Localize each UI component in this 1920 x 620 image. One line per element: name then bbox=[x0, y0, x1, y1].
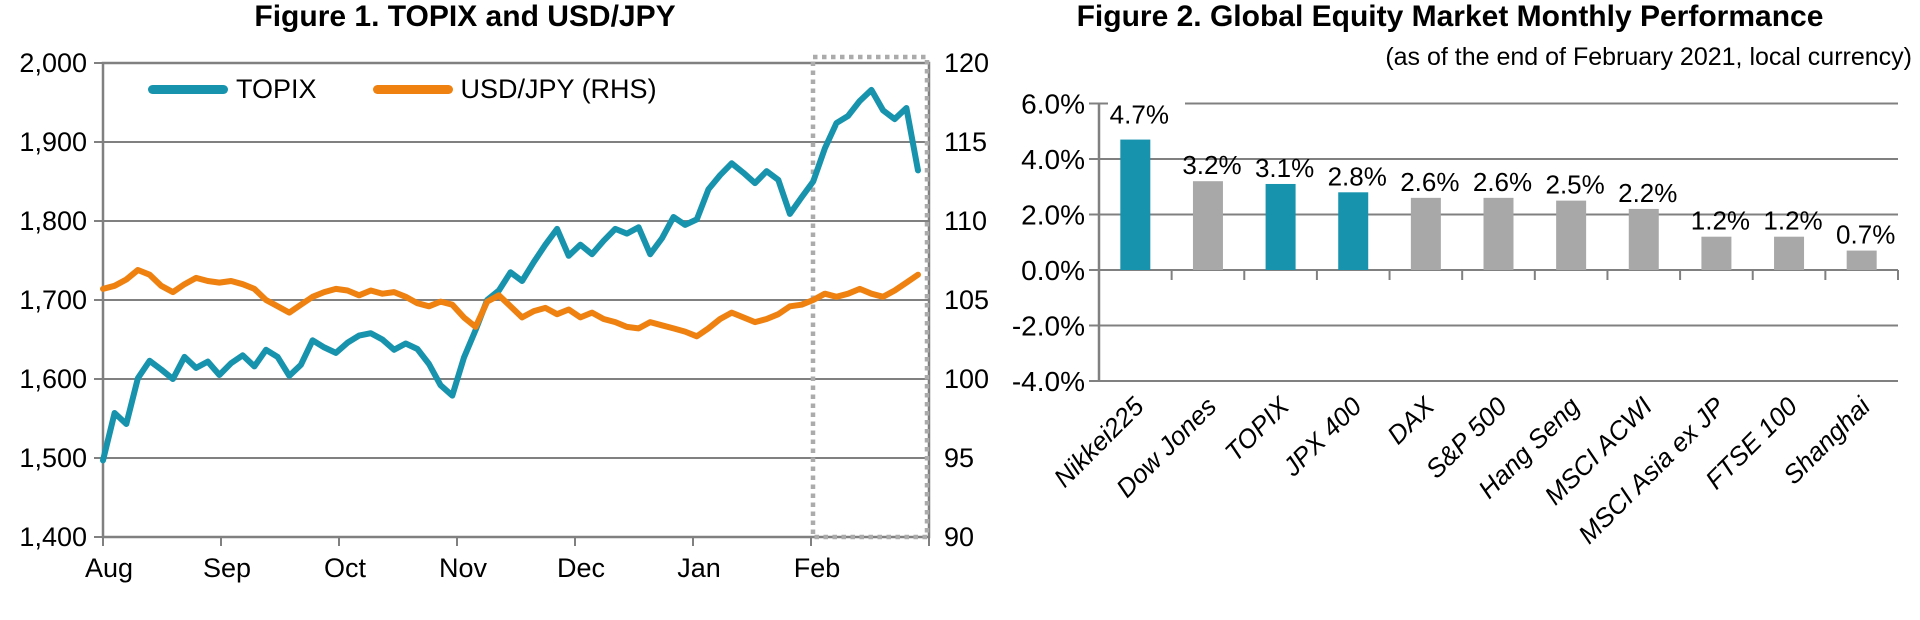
bar-value-label-jpx-400: 2.8% bbox=[1328, 161, 1387, 191]
y-left-tick-label: 1,900 bbox=[19, 127, 87, 157]
y-right-tick-label: 90 bbox=[944, 522, 974, 552]
bar-value-label-ftse-100: 1.2% bbox=[1763, 206, 1822, 236]
y-tick-label: -4.0% bbox=[1012, 366, 1085, 397]
x-tick-label: Jan bbox=[677, 553, 721, 583]
bar-value-label-topix: 3.1% bbox=[1255, 153, 1314, 183]
y-right-tick-label: 115 bbox=[944, 127, 987, 157]
figure1-legend: TOPIX USD/JPY (RHS) bbox=[148, 74, 657, 104]
topix-legend-label: TOPIX bbox=[236, 74, 317, 104]
y-tick-label: -2.0% bbox=[1012, 311, 1085, 342]
bar-value-label-shanghai: 0.7% bbox=[1836, 220, 1895, 250]
bar-value-label-nikkei225: 4.7% bbox=[1110, 100, 1169, 130]
bar-msci-acwi bbox=[1628, 208, 1659, 270]
y-right-tick-label: 95 bbox=[944, 443, 974, 473]
bar-dax bbox=[1410, 197, 1441, 270]
x-tick-label: Dec bbox=[557, 553, 605, 583]
plot-border bbox=[101, 61, 931, 539]
usd-jpy-rhs-line bbox=[100, 267, 921, 340]
y-tick-label: 6.0% bbox=[1021, 89, 1085, 120]
bar-value-label-msci-asia-ex-jp: 1.2% bbox=[1691, 206, 1750, 236]
y-left-tick-label: 1,400 bbox=[19, 522, 87, 552]
bar-value-label-dow-jones: 3.2% bbox=[1182, 150, 1241, 180]
y-left-tick-label: 1,700 bbox=[19, 285, 87, 315]
y-right-tick-label: 110 bbox=[944, 206, 987, 236]
bar-hang-seng bbox=[1556, 200, 1587, 270]
legend-item-usdjpy: USD/JPY (RHS) bbox=[372, 74, 657, 104]
y-right-tick-label: 120 bbox=[944, 48, 989, 78]
y-left-tick-label: 1,600 bbox=[19, 364, 87, 394]
legend-item-topix: TOPIX bbox=[148, 74, 317, 104]
x-tick-label: Feb bbox=[794, 553, 841, 583]
bar-dow-jones bbox=[1192, 181, 1223, 270]
bar-topix bbox=[1265, 183, 1296, 270]
x-tick-label: Sep bbox=[203, 553, 251, 583]
bar-value-label-msci-acwi: 2.2% bbox=[1618, 178, 1677, 208]
figure2-plot-area: 6.0%4.0%2.0%0.0%-2.0%-4.0%4.7%Nikkei2253… bbox=[1012, 89, 1899, 549]
figure2-subtitle: (as of the end of February 2021, local c… bbox=[1385, 43, 1912, 71]
bar-value-label-hang-seng: 2.5% bbox=[1546, 170, 1605, 200]
usdjpy-legend-label: USD/JPY (RHS) bbox=[460, 74, 657, 104]
y-left-tick-label: 1,800 bbox=[19, 206, 87, 236]
bar-shanghai bbox=[1846, 250, 1877, 270]
y-tick-label: 0.0% bbox=[1021, 255, 1085, 286]
y-tick-label: 4.0% bbox=[1021, 144, 1085, 175]
x-tick-label: Oct bbox=[324, 553, 367, 583]
y-tick-label: 2.0% bbox=[1021, 200, 1085, 231]
bar-nikkei225 bbox=[1120, 139, 1151, 270]
figure1-title: Figure 1. TOPIX and USD/JPY bbox=[254, 0, 676, 33]
figure2-global-equity-chart: 6.0% 4.0% 2.0% 0.0% -2.0% -4.0% 4.7% Nikkei225 3… bbox=[1010, 0, 1920, 620]
figure2-title: Figure 2. Global Equity Market Monthly P… bbox=[1076, 0, 1824, 33]
bar-ftse-100 bbox=[1774, 236, 1805, 270]
y-right-tick-label: 105 bbox=[944, 285, 989, 315]
figure1-topix-usdjpy-chart: 2,000 120 1,900 115 1,800 110 1,700 105 1,600 100… bbox=[19, 0, 989, 583]
bar-value-label-s-p-500: 2.6% bbox=[1473, 167, 1532, 197]
category-label-dax: DAX bbox=[1381, 390, 1441, 450]
bar-msci-asia-ex-jp bbox=[1701, 236, 1732, 270]
bar-jpx-400 bbox=[1338, 192, 1369, 270]
x-tick-label: Nov bbox=[439, 553, 488, 583]
topix-line bbox=[100, 86, 921, 464]
bar-value-label-dax: 2.6% bbox=[1400, 167, 1459, 197]
y-right-tick-label: 100 bbox=[944, 364, 989, 394]
y-left-tick-label: 1,500 bbox=[19, 443, 87, 473]
y-left-tick-label: 2,000 bbox=[19, 48, 87, 78]
topix-line-swatch bbox=[148, 84, 228, 94]
category-label-jpx-400: JPX 400 bbox=[1276, 391, 1368, 483]
figure1-plot-area: 2,000 120 1,900 115 1,800 110 1,700 105 1,600 100… bbox=[19, 48, 989, 583]
usdjpy-line-swatch bbox=[372, 84, 453, 94]
bar-s-p-500 bbox=[1483, 197, 1514, 270]
x-tick-label: Aug bbox=[85, 553, 133, 583]
